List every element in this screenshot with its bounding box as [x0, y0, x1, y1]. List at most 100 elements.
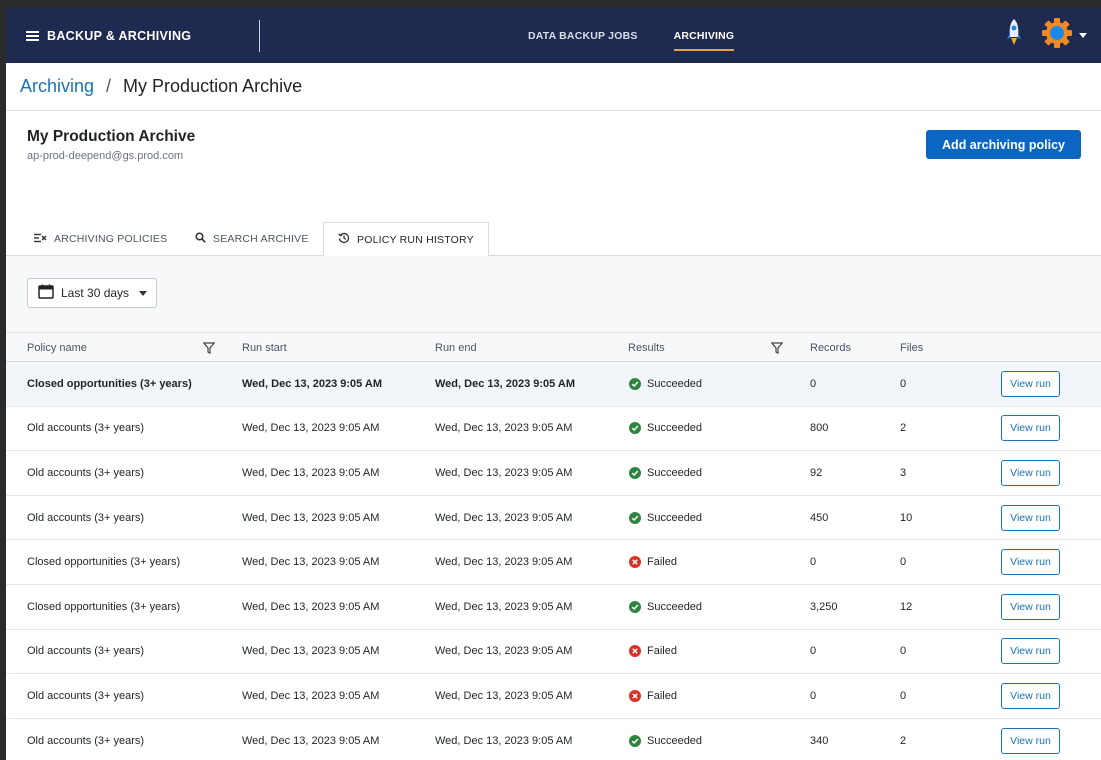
table-row[interactable]: Old accounts (3+ years) Wed, Dec 13, 2023… — [6, 630, 1101, 675]
view-run-button[interactable]: View run — [1001, 727, 1060, 754]
cell-records: 0 — [810, 377, 817, 390]
calendar-icon — [38, 284, 54, 302]
app-window: BACKUP & ARCHIVING DATA BACKUP JOBS ARCH… — [6, 8, 1101, 760]
nav-data-backup-jobs[interactable]: DATA BACKUP JOBS — [528, 29, 638, 42]
view-run-button[interactable]: View run — [1001, 682, 1060, 709]
col-results: Results — [628, 342, 665, 354]
result-label: Succeeded — [647, 600, 703, 613]
cell-action: View run — [1001, 407, 1060, 451]
run-history-table: Policy name Run start Run end Results Re… — [6, 332, 1101, 760]
cell-files: 0 — [900, 556, 907, 569]
policy-filter-icon[interactable] — [203, 333, 215, 363]
cell-records: 0 — [810, 556, 817, 569]
rocket-icon[interactable] — [1005, 18, 1023, 53]
breadcrumb-separator: / — [106, 76, 112, 96]
result-label: Succeeded — [647, 422, 703, 435]
cell-files: 3 — [900, 466, 907, 479]
result-label: Failed — [647, 689, 677, 702]
result-label: Failed — [647, 645, 677, 658]
failed-x-icon — [629, 689, 641, 702]
cell-records: 340 — [810, 734, 829, 747]
cell-records: 0 — [810, 689, 817, 702]
tab-bar: ARCHIVING POLICIES SEARCH ARCHIVE POLICY… — [6, 222, 1101, 257]
hamburger-icon[interactable] — [26, 30, 39, 41]
view-run-button[interactable]: View run — [1001, 459, 1060, 486]
cell-policy-name: Closed opportunities (3+ years) — [27, 556, 181, 569]
cell-action: View run — [1001, 674, 1060, 718]
cell-run-end: Wed, Dec 13, 2023 9:05 AM — [435, 422, 573, 435]
failed-x-icon — [629, 556, 641, 569]
cell-files: 10 — [900, 511, 913, 524]
table-row[interactable]: Old accounts (3+ years) Wed, Dec 13, 2023… — [6, 674, 1101, 719]
cell-run-start: Wed, Dec 13, 2023 9:05 AM — [242, 556, 380, 569]
result-label: Succeeded — [647, 734, 703, 747]
success-check-icon — [629, 377, 641, 390]
results-filter-icon[interactable] — [771, 333, 783, 363]
cell-result: Succeeded — [629, 407, 702, 451]
cell-policy-name: Old accounts (3+ years) — [27, 466, 145, 479]
view-run-button[interactable]: View run — [1001, 415, 1060, 442]
cell-action: View run — [1001, 451, 1060, 495]
table-row[interactable]: Closed opportunities (3+ years) Wed, Dec … — [6, 362, 1101, 407]
success-check-icon — [629, 734, 641, 747]
cell-policy-name: Old accounts (3+ years) — [27, 645, 145, 658]
table-row[interactable]: Closed opportunities (3+ years) Wed, Dec … — [6, 540, 1101, 585]
view-run-button[interactable]: View run — [1001, 504, 1060, 531]
search-icon — [195, 232, 206, 246]
cell-records: 0 — [810, 645, 817, 658]
cell-action: View run — [1001, 630, 1060, 674]
chevron-down-icon[interactable] — [1079, 33, 1087, 38]
filter-list-icon — [34, 233, 47, 246]
col-records: Records — [810, 342, 851, 354]
cell-run-start: Wed, Dec 13, 2023 9:05 AM — [242, 377, 383, 390]
app-title: BACKUP & ARCHIVING — [47, 28, 192, 43]
tab-search-archive[interactable]: SEARCH ARCHIVE — [181, 222, 323, 256]
cell-result: Failed — [629, 630, 677, 674]
archive-header: My Production Archive ap-prod-deepend@gs… — [6, 111, 1101, 203]
settings-menu[interactable] — [1041, 17, 1087, 54]
col-files: Files — [900, 342, 924, 354]
cell-action: View run — [1001, 496, 1060, 540]
tab-label: POLICY RUN HISTORY — [357, 233, 474, 246]
cell-files: 12 — [900, 600, 913, 613]
cell-action: View run — [1001, 540, 1060, 584]
failed-x-icon — [629, 645, 641, 658]
table-row[interactable]: Old accounts (3+ years) Wed, Dec 13, 2023… — [6, 496, 1101, 541]
view-run-button[interactable]: View run — [1001, 593, 1060, 620]
table-row[interactable]: Old accounts (3+ years) Wed, Dec 13, 2023… — [6, 407, 1101, 452]
cell-policy-name: Old accounts (3+ years) — [27, 511, 145, 524]
cell-files: 0 — [900, 645, 907, 658]
cell-run-start: Wed, Dec 13, 2023 9:05 AM — [242, 689, 380, 702]
breadcrumb: Archiving / My Production Archive — [6, 63, 1101, 111]
cell-policy-name: Old accounts (3+ years) — [27, 422, 145, 435]
gear-icon[interactable] — [1041, 17, 1073, 54]
breadcrumb-archiving-link[interactable]: Archiving — [20, 76, 95, 96]
cell-run-end: Wed, Dec 13, 2023 9:05 AM — [435, 689, 573, 702]
cell-records: 450 — [810, 511, 829, 524]
nav-archiving[interactable]: ARCHIVING — [673, 8, 735, 63]
cell-run-end: Wed, Dec 13, 2023 9:05 AM — [435, 511, 573, 524]
tab-policy-run-history[interactable]: POLICY RUN HISTORY — [323, 222, 489, 257]
cell-run-start: Wed, Dec 13, 2023 9:05 AM — [242, 734, 380, 747]
view-run-button[interactable]: View run — [1001, 370, 1060, 397]
table-row[interactable]: Closed opportunities (3+ years) Wed, Dec … — [6, 585, 1101, 630]
view-run-button[interactable]: View run — [1001, 549, 1060, 576]
success-check-icon — [629, 511, 641, 524]
cell-run-start: Wed, Dec 13, 2023 9:05 AM — [242, 600, 380, 613]
success-check-icon — [629, 422, 641, 435]
view-run-button[interactable]: View run — [1001, 638, 1060, 665]
cell-records: 3,250 — [810, 600, 838, 613]
tab-archiving-policies[interactable]: ARCHIVING POLICIES — [20, 222, 181, 256]
cell-files: 2 — [900, 734, 907, 747]
cell-policy-name: Old accounts (3+ years) — [27, 689, 145, 702]
cell-run-end: Wed, Dec 13, 2023 9:05 AM — [435, 734, 573, 747]
table-header: Policy name Run start Run end Results Re… — [6, 332, 1101, 362]
app-menu-toggle[interactable]: BACKUP & ARCHIVING — [6, 19, 260, 52]
add-archiving-policy-button[interactable]: Add archiving policy — [926, 130, 1081, 159]
table-row[interactable]: Old accounts (3+ years) Wed, Dec 13, 2023… — [6, 451, 1101, 496]
col-run-end: Run end — [435, 342, 477, 354]
cell-result: Succeeded — [629, 362, 702, 406]
date-range-dropdown[interactable]: Last 30 days — [27, 278, 157, 308]
top-nav-bar: BACKUP & ARCHIVING DATA BACKUP JOBS ARCH… — [6, 8, 1101, 63]
table-row[interactable]: Old accounts (3+ years) Wed, Dec 13, 2023… — [6, 719, 1101, 760]
